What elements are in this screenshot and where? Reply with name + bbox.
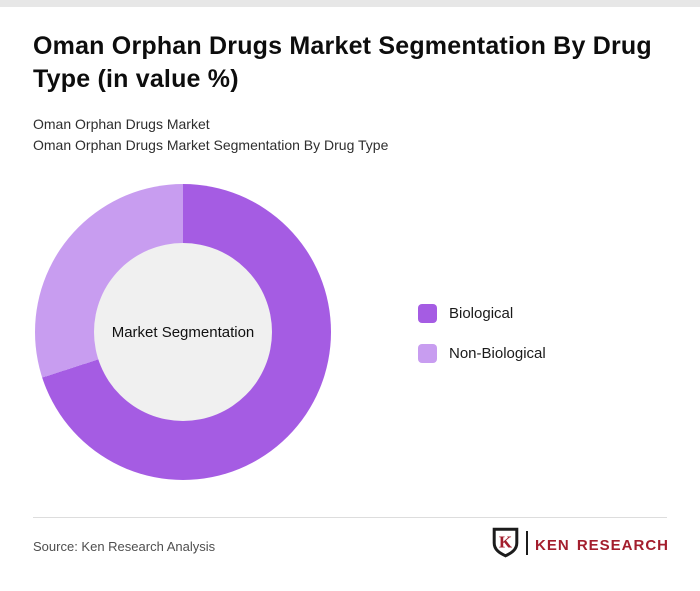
logo-divider-bar — [526, 530, 529, 555]
brand-name: Ken Research — [535, 529, 669, 555]
legend-item-non-biological: Non-Biological — [418, 343, 546, 363]
page-title: Oman Orphan Drugs Market Segmentation By… — [33, 32, 652, 93]
ken-research-logo: K Ken Research — [492, 527, 669, 558]
legend: Biological Non-Biological — [418, 303, 546, 383]
source-text: Source: Ken Research Analysis — [33, 539, 216, 554]
donut-center-label: Market Segmentation — [111, 323, 255, 341]
legend-swatch-biological — [418, 303, 437, 323]
donut-center: Market Segmentation — [94, 243, 272, 421]
chart-subtitles: Oman Orphan Drugs Market Oman Orphan Dru… — [33, 114, 633, 156]
legend-label-non-biological: Non-Biological — [449, 344, 546, 362]
legend-label-biological: Biological — [449, 304, 514, 322]
chart-subtitle-segmentation: Oman Orphan Drugs Market Segmentation By… — [33, 137, 389, 153]
footer-divider — [33, 517, 667, 518]
legend-item-biological: Biological — [418, 303, 546, 323]
donut-chart-area: Market Segmentation — [35, 184, 331, 480]
ken-research-shield-icon: K — [492, 527, 519, 558]
top-border — [0, 0, 700, 7]
shield-monogram: K — [499, 533, 513, 552]
legend-swatch-non-biological — [418, 343, 437, 363]
chart-subtitle-market: Oman Orphan Drugs Market — [33, 116, 210, 132]
